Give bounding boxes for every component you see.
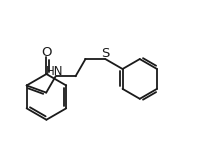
Text: O: O xyxy=(41,46,52,59)
Text: S: S xyxy=(101,47,110,60)
Text: HN: HN xyxy=(46,65,63,78)
